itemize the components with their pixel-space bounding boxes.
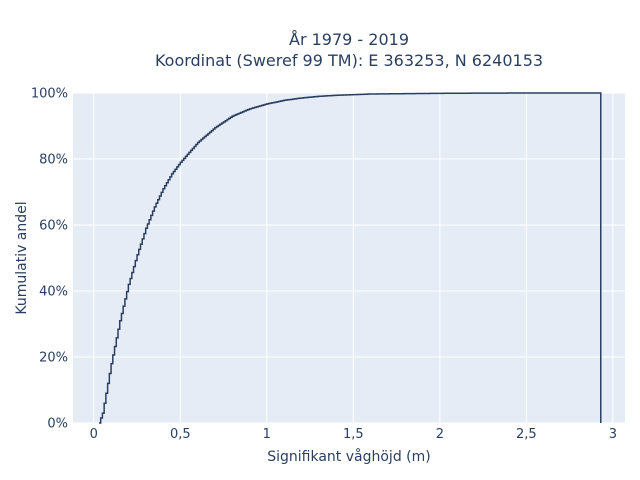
x-tick-label: 2 <box>436 427 444 442</box>
x-axis-title: Signifikant våghöjd (m) <box>267 448 430 465</box>
x-tick-label: 0,5 <box>170 427 191 442</box>
chart-title-line-2: Koordinat (Sweref 99 TM): E 363253, N 62… <box>155 51 543 70</box>
x-tick-label: 1 <box>263 427 271 442</box>
x-tick-label: 2,5 <box>516 427 537 442</box>
y-tick-label: 0% <box>47 417 68 432</box>
cdf-step-line <box>98 92 602 424</box>
y-tick-label: 80% <box>39 153 68 168</box>
chart-title-line-1: År 1979 - 2019 <box>289 30 409 49</box>
y-tick-label: 40% <box>39 285 68 300</box>
y-tick-label: 100% <box>31 87 68 102</box>
x-tick-label: 1,5 <box>343 427 364 442</box>
y-tick-label: 20% <box>39 351 68 366</box>
y-tick-label: 60% <box>39 219 68 234</box>
x-tick-label: 0 <box>90 427 98 442</box>
x-tick-label: 3 <box>609 427 617 442</box>
grid <box>73 92 625 424</box>
x-axis-ticks: 0 0,5 1 1,5 2 2,5 3 <box>90 427 617 442</box>
y-axis-title: Kumulativ andel <box>14 201 30 314</box>
y-axis-ticks: 0% 20% 40% 60% 80% 100% <box>31 87 68 432</box>
plot-area <box>73 93 625 423</box>
